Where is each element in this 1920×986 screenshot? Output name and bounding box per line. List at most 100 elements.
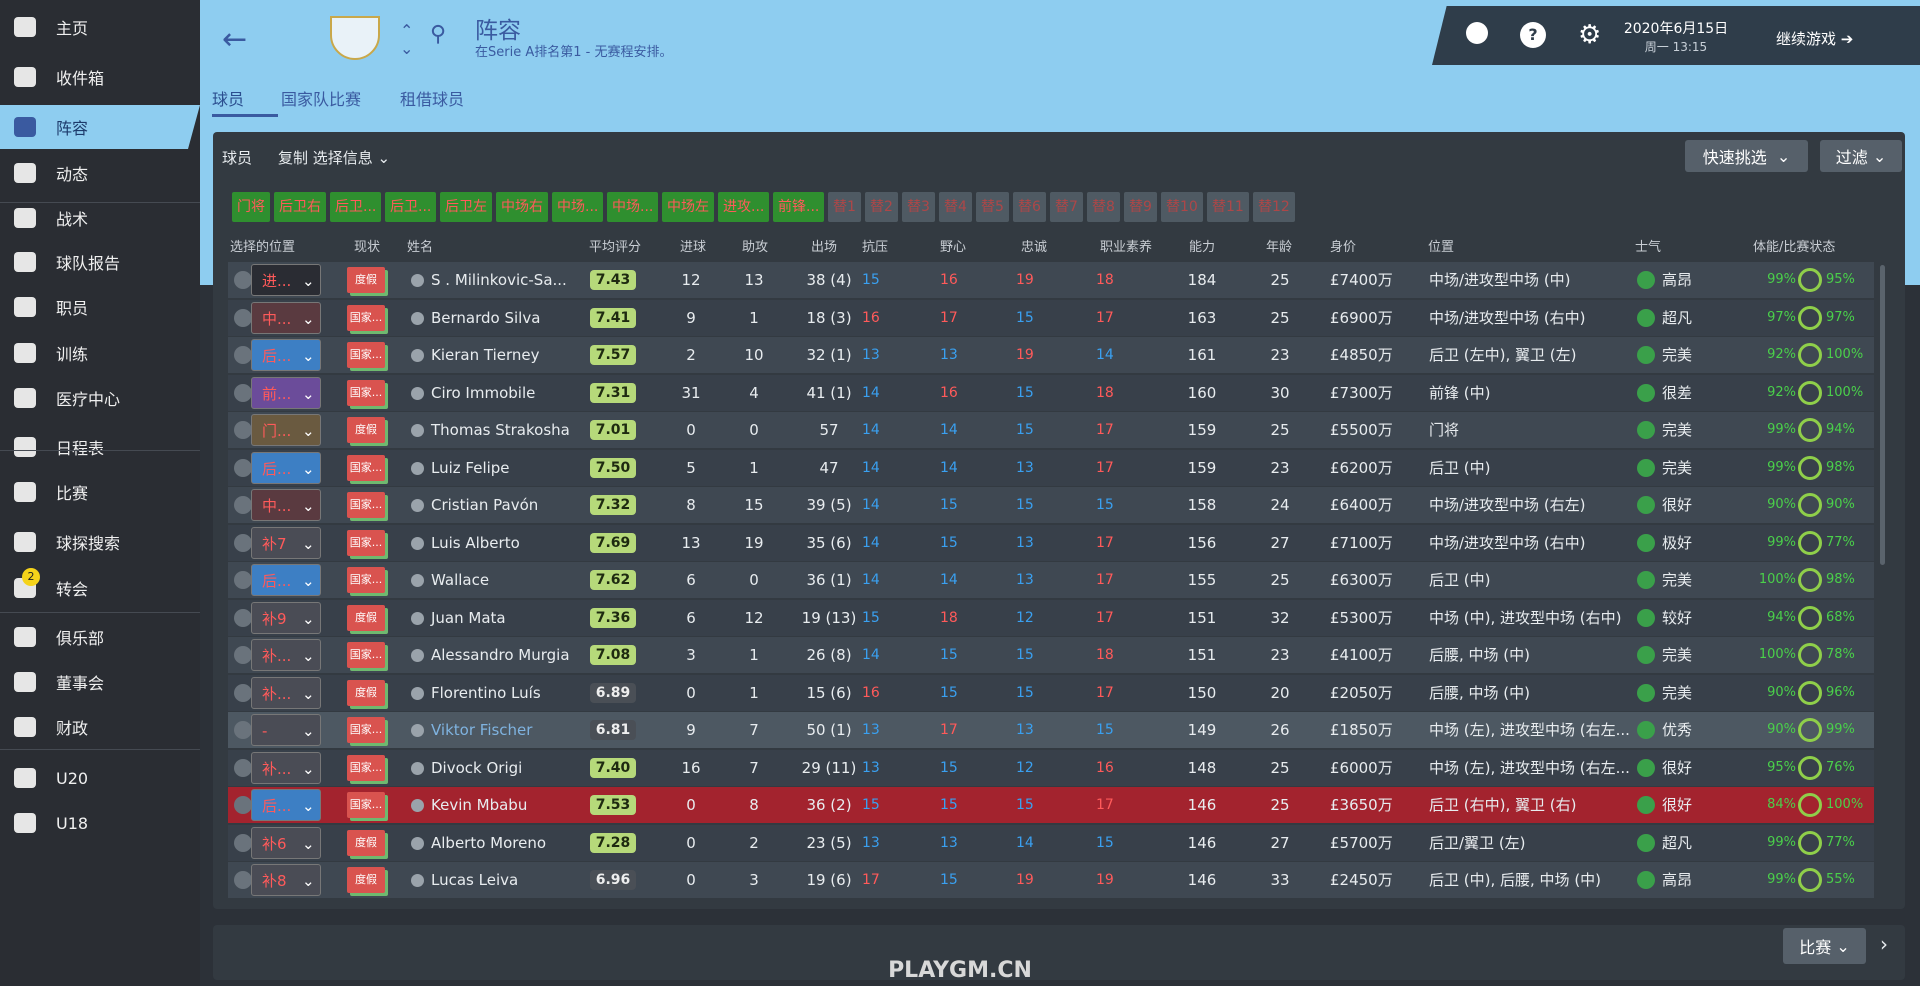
column-header[interactable]: 平均评分: [589, 240, 642, 255]
selection-label[interactable]: 补...: [262, 684, 292, 703]
selection-dropdown[interactable]: 补9 ⌄: [251, 601, 321, 634]
player-name[interactable]: Lucas Leiva: [431, 871, 519, 889]
info-icon[interactable]: [411, 574, 424, 587]
match-button[interactable]: 比赛 ⌄: [1783, 928, 1866, 964]
row-check[interactable]: [234, 346, 252, 364]
nav-item[interactable]: 董事会: [0, 660, 200, 704]
selection-dropdown[interactable]: 补6 ⌄: [251, 826, 321, 859]
player-name[interactable]: Luiz Felipe: [431, 458, 510, 477]
info-icon[interactable]: [411, 686, 424, 700]
quick-pick-label[interactable]: 快速挑选: [1702, 148, 1767, 167]
nav-label[interactable]: 董事会: [56, 674, 105, 693]
row-check[interactable]: [234, 796, 252, 814]
player-row[interactable]: 补7 ⌄ 国家... Luis Alberto 7.69 13 19 35 (6) 14 15 13…: [228, 524, 1874, 561]
nav-label[interactable]: 战术: [56, 210, 89, 229]
nav-item[interactable]: 收件箱: [0, 55, 200, 99]
row-check[interactable]: [234, 608, 252, 627]
row-check[interactable]: [234, 833, 252, 852]
info-icon[interactable]: [411, 724, 424, 737]
selection-label[interactable]: 补6: [262, 834, 287, 853]
icon-ball[interactable]: [1466, 22, 1488, 44]
selection-label[interactable]: 后...: [262, 459, 292, 478]
player-row[interactable]: 中... ⌄ 国家... Cristian Pavón 7.32 8 15 39 (5) 14 1…: [228, 487, 1874, 523]
nav-item[interactable]: 转会 2: [0, 566, 200, 610]
player-row[interactable]: 补... ⌄ 国家... Divock Origi 7.40 16 7 29 (11) 13 15…: [228, 749, 1874, 786]
position-chip[interactable]: 中场右: [496, 192, 548, 222]
player-row[interactable]: 补... ⌄ 度假 Florentino Luís 6.89 0 1 15 (6) 16 15 15…: [228, 674, 1874, 711]
info-icon[interactable]: [411, 611, 424, 625]
nav-label[interactable]: 职员: [56, 299, 89, 318]
player-name[interactable]: Thomas Strakosha: [431, 421, 570, 439]
nav-label[interactable]: U20: [56, 768, 89, 788]
position-chip[interactable]: 替11: [1207, 192, 1249, 222]
selection-dropdown[interactable]: 中... ⌄: [251, 489, 321, 521]
position-chip[interactable]: 后卫...: [385, 192, 437, 222]
nav-item[interactable]: 俱乐部: [0, 615, 200, 659]
selection-label[interactable]: 补...: [262, 759, 292, 778]
info-icon[interactable]: [411, 386, 424, 400]
next-arrow[interactable]: ›: [1880, 932, 1888, 956]
position-chip[interactable]: 中场左: [662, 192, 714, 222]
view-select[interactable]: 复制 选择信息 ⌄: [278, 149, 391, 167]
player-row[interactable]: - ⌄ 国家... Viktor Fischer 6.81 9 7 50 (1) 13 17 13 1…: [228, 712, 1874, 748]
column-header[interactable]: 位置: [1428, 240, 1455, 255]
position-chip[interactable]: 替8: [1087, 192, 1120, 222]
row-check[interactable]: [234, 721, 252, 739]
info-icon[interactable]: [411, 761, 424, 775]
position-chip[interactable]: 中场...: [552, 192, 604, 222]
nav-item[interactable]: 战术: [0, 196, 200, 240]
player-name[interactable]: Alessandro Murgia: [431, 646, 570, 664]
icon-settings[interactable]: ⚙: [1578, 20, 1602, 50]
row-check[interactable]: [234, 571, 252, 589]
quick-pick[interactable]: 快速挑选 ⌄: [1685, 140, 1808, 172]
player-name[interactable]: Kieran Tierney: [431, 346, 540, 364]
info-icon[interactable]: [411, 274, 424, 287]
selection-label[interactable]: 后...: [262, 797, 292, 815]
row-check[interactable]: [234, 458, 252, 477]
nav-label[interactable]: 收件箱: [56, 69, 105, 88]
selection-dropdown[interactable]: 中... ⌄: [251, 301, 321, 334]
nav-item[interactable]: 训练: [0, 331, 200, 375]
player-name[interactable]: Viktor Fischer: [431, 721, 533, 739]
position-chip[interactable]: 替5: [976, 192, 1009, 222]
column-header[interactable]: 职业素养: [1100, 240, 1153, 255]
nav-item[interactable]: 主页: [0, 5, 200, 49]
position-chip[interactable]: 替12: [1253, 192, 1295, 222]
info-icon[interactable]: [411, 461, 424, 475]
player-name[interactable]: Cristian Pavón: [431, 496, 539, 514]
position-chip[interactable]: 替6: [1013, 192, 1046, 222]
selection-label[interactable]: 补7: [262, 534, 287, 553]
selection-label[interactable]: 后...: [262, 347, 292, 365]
info-icon[interactable]: [411, 874, 424, 887]
row-check[interactable]: [234, 533, 252, 552]
column-header[interactable]: 野心: [940, 240, 967, 255]
player-row[interactable]: 后... ⌄ 国家... Luiz Felipe 7.50 5 1 47 14 14 13 17 159…: [228, 449, 1874, 486]
selection-dropdown[interactable]: 后... ⌄: [251, 564, 321, 596]
selection-label[interactable]: 中...: [262, 497, 292, 515]
column-header[interactable]: 身价: [1330, 240, 1357, 255]
nav-label[interactable]: 主页: [56, 19, 89, 38]
view-label[interactable]: 复制 选择信息: [278, 149, 373, 167]
column-header[interactable]: 现状: [354, 240, 381, 255]
nav-label[interactable]: 俱乐部: [56, 629, 105, 648]
nav-item[interactable]: 日程表: [0, 425, 200, 469]
nav-item[interactable]: U18: [0, 801, 200, 845]
row-check[interactable]: [234, 271, 252, 289]
selection-dropdown[interactable]: 后... ⌄: [251, 789, 321, 821]
continue-button[interactable]: 继续游戏 ➔: [1776, 30, 1854, 48]
position-chip[interactable]: 替1: [828, 192, 861, 222]
position-chip[interactable]: 替4: [939, 192, 972, 222]
selection-dropdown[interactable]: 前... ⌄: [251, 376, 321, 409]
column-header[interactable]: 助攻: [742, 240, 769, 255]
column-header[interactable]: 体能/比赛状态: [1753, 240, 1836, 255]
nav-label[interactable]: 球探搜索: [56, 534, 121, 553]
column-header[interactable]: 年龄: [1266, 240, 1293, 255]
position-chip[interactable]: 前锋...: [773, 192, 825, 222]
player-row[interactable]: 进... ⌄ 度假 S . Milinkovic-Sa... 7.43 12 13 38 (4…: [228, 262, 1874, 298]
filter-label[interactable]: 过滤: [1835, 148, 1868, 167]
selection-label[interactable]: 补9: [262, 609, 287, 628]
info-icon[interactable]: [411, 349, 424, 362]
row-check[interactable]: [234, 383, 252, 402]
position-chip[interactable]: 替2: [865, 192, 898, 222]
nav-label[interactable]: 训练: [56, 345, 89, 364]
